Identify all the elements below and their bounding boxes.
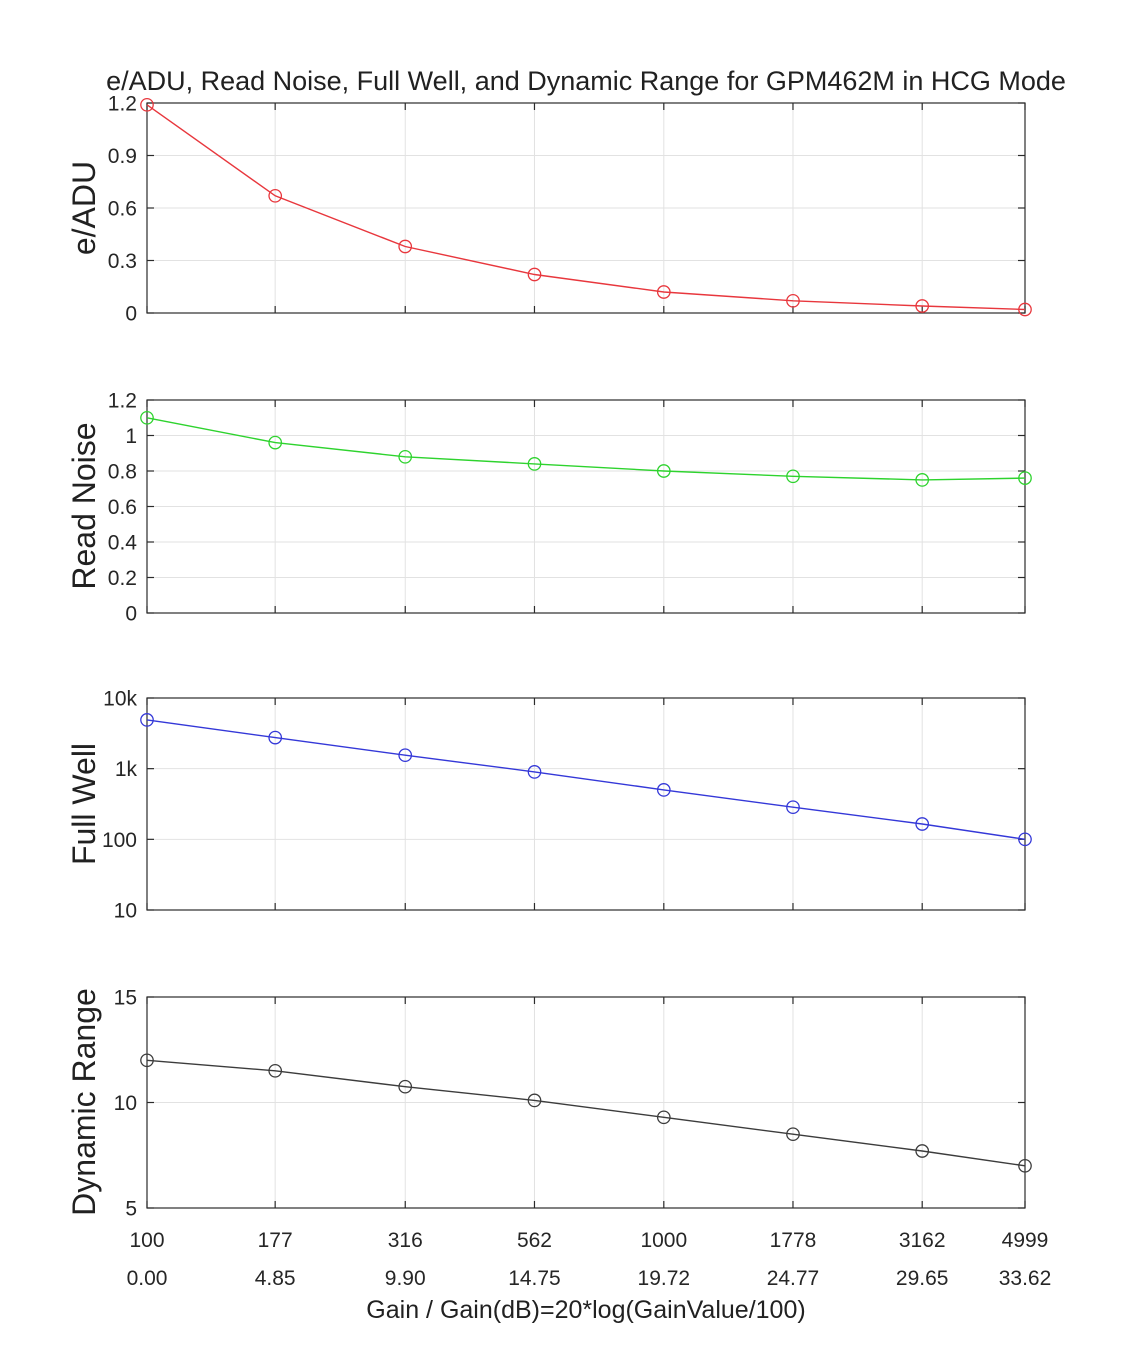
x-tick-label-db: 14.75 xyxy=(508,1267,561,1290)
y-tick-label: 0.4 xyxy=(108,532,138,555)
data-point-marker xyxy=(656,1110,671,1125)
data-point-marker xyxy=(1018,832,1032,847)
ylabel-eadu: e/ADU xyxy=(66,161,102,255)
y-tick-label: 15 xyxy=(114,987,137,1010)
data-point-marker xyxy=(527,267,542,282)
figure-title: e/ADU, Read Noise, Full Well, and Dynami… xyxy=(106,66,1066,96)
data-point-marker xyxy=(656,285,671,299)
data-point-marker xyxy=(398,239,413,254)
y-tick-label: 5 xyxy=(125,1198,137,1221)
data-point-marker xyxy=(1018,1158,1032,1173)
y-tick-label: 0.6 xyxy=(108,496,137,519)
y-tick-label: 0.9 xyxy=(108,145,137,168)
tick-marks xyxy=(146,102,1026,314)
x-tick-label-db: 29.65 xyxy=(896,1267,949,1290)
x-tick-labels-gain: 100 177 316 562 1000 1778 3162 4999 xyxy=(129,1229,1048,1252)
x-tick-label-gain: 177 xyxy=(258,1229,293,1252)
subplot-read-noise: 0 0.2 0.4 0.6 0.8 1 1.2 xyxy=(108,390,1032,626)
grid xyxy=(147,103,1025,313)
x-tick-label-db: 19.72 xyxy=(638,1267,691,1290)
x-tick-label-gain: 100 xyxy=(129,1229,164,1252)
data-point-marker xyxy=(527,765,542,779)
x-tick-label-db: 33.62 xyxy=(999,1267,1052,1290)
y-tick-label: 1.2 xyxy=(108,390,137,413)
x-tick-label-db: 0.00 xyxy=(127,1267,168,1290)
data-point-marker xyxy=(1018,471,1032,485)
series-line xyxy=(146,719,1026,840)
y-tick-label: 1 xyxy=(125,425,137,448)
y-tick-label: 10k xyxy=(103,688,137,711)
y-tick-label: 0 xyxy=(125,303,137,326)
data-point-marker xyxy=(915,299,930,313)
x-tick-label-gain: 1778 xyxy=(770,1229,817,1252)
y-tick-labels: 0 0.3 0.6 0.9 1.2 xyxy=(108,93,137,326)
y-tick-label: 0 xyxy=(125,603,137,626)
y-tick-labels: 5 10 15 xyxy=(114,987,137,1221)
data-point-marker xyxy=(786,469,800,484)
series-line xyxy=(146,1059,1026,1167)
data-point-marker xyxy=(786,293,800,308)
x-tick-label-db: 24.77 xyxy=(767,1267,820,1290)
y-tick-label: 1.2 xyxy=(108,93,137,116)
tick-marks xyxy=(146,697,1026,911)
y-tick-label: 0.6 xyxy=(108,198,137,221)
data-point-marker xyxy=(915,1144,930,1158)
tick-marks xyxy=(146,399,1026,614)
data-point-marker xyxy=(786,800,800,815)
tick-marks xyxy=(146,996,1026,1209)
ylabel-read-noise: Read Noise xyxy=(66,422,102,589)
y-tick-label: 1k xyxy=(115,758,138,781)
x-tick-label-gain: 316 xyxy=(388,1229,423,1252)
x-tick-label-db: 4.85 xyxy=(255,1267,296,1290)
data-point-marker xyxy=(268,188,283,203)
y-tick-label: 10 xyxy=(114,900,137,923)
y-tick-labels: 10 100 1k 10k xyxy=(102,688,138,923)
data-point-marker xyxy=(268,1063,283,1078)
ylabel-dynamic-range: Dynamic Range xyxy=(66,988,102,1216)
data-point-marker xyxy=(656,464,671,478)
x-tick-label-db: 9.90 xyxy=(385,1267,426,1290)
x-tick-label-gain: 4999 xyxy=(1002,1229,1049,1252)
y-tick-label: 100 xyxy=(102,829,137,852)
x-tick-label-gain: 1000 xyxy=(640,1229,687,1252)
data-point-marker xyxy=(140,713,154,727)
grid xyxy=(147,698,1025,910)
data-point-marker xyxy=(398,748,413,763)
data-point-marker xyxy=(915,473,930,487)
data-point-marker xyxy=(786,1127,800,1142)
data-point-marker xyxy=(527,1093,542,1108)
data-point-marker xyxy=(140,1053,154,1068)
data-point-marker xyxy=(268,730,283,745)
y-tick-label: 0.2 xyxy=(108,567,137,590)
y-tick-label: 0.3 xyxy=(108,250,137,273)
y-tick-label: 10 xyxy=(114,1092,137,1115)
series-line xyxy=(146,104,1026,311)
series-line xyxy=(146,417,1026,481)
data-point-marker xyxy=(140,97,154,112)
subplot-dynamic-range: 5 10 15 xyxy=(114,987,1032,1221)
data-point-marker xyxy=(398,1079,413,1094)
x-tick-label-gain: 3162 xyxy=(899,1229,946,1252)
x-tick-labels-db: 0.00 4.85 9.90 14.75 19.72 24.77 29.65 33.62 xyxy=(127,1267,1052,1290)
data-point-marker xyxy=(915,817,930,831)
data-point-marker xyxy=(268,435,283,450)
axis-box xyxy=(146,697,1026,911)
data-point-marker xyxy=(656,783,671,797)
data-point-marker xyxy=(1018,302,1032,317)
y-tick-labels: 0 0.2 0.4 0.6 0.8 1 1.2 xyxy=(108,390,138,626)
x-axis-label: Gain / Gain(dB)=20*log(GainValue/100) xyxy=(366,1296,805,1324)
data-point-marker xyxy=(140,410,154,425)
x-tick-label-gain: 562 xyxy=(517,1229,552,1252)
grid xyxy=(147,997,1025,1208)
data-point-marker xyxy=(398,449,413,464)
y-tick-label: 0.8 xyxy=(108,461,137,484)
grid xyxy=(147,400,1025,613)
ylabel-full-well: Full Well xyxy=(66,743,102,865)
subplot-eadu: 0 0.3 0.6 0.9 1.2 xyxy=(108,93,1032,326)
subplot-full-well: 10 100 1k 10k xyxy=(102,688,1032,923)
data-point-marker xyxy=(527,457,542,471)
